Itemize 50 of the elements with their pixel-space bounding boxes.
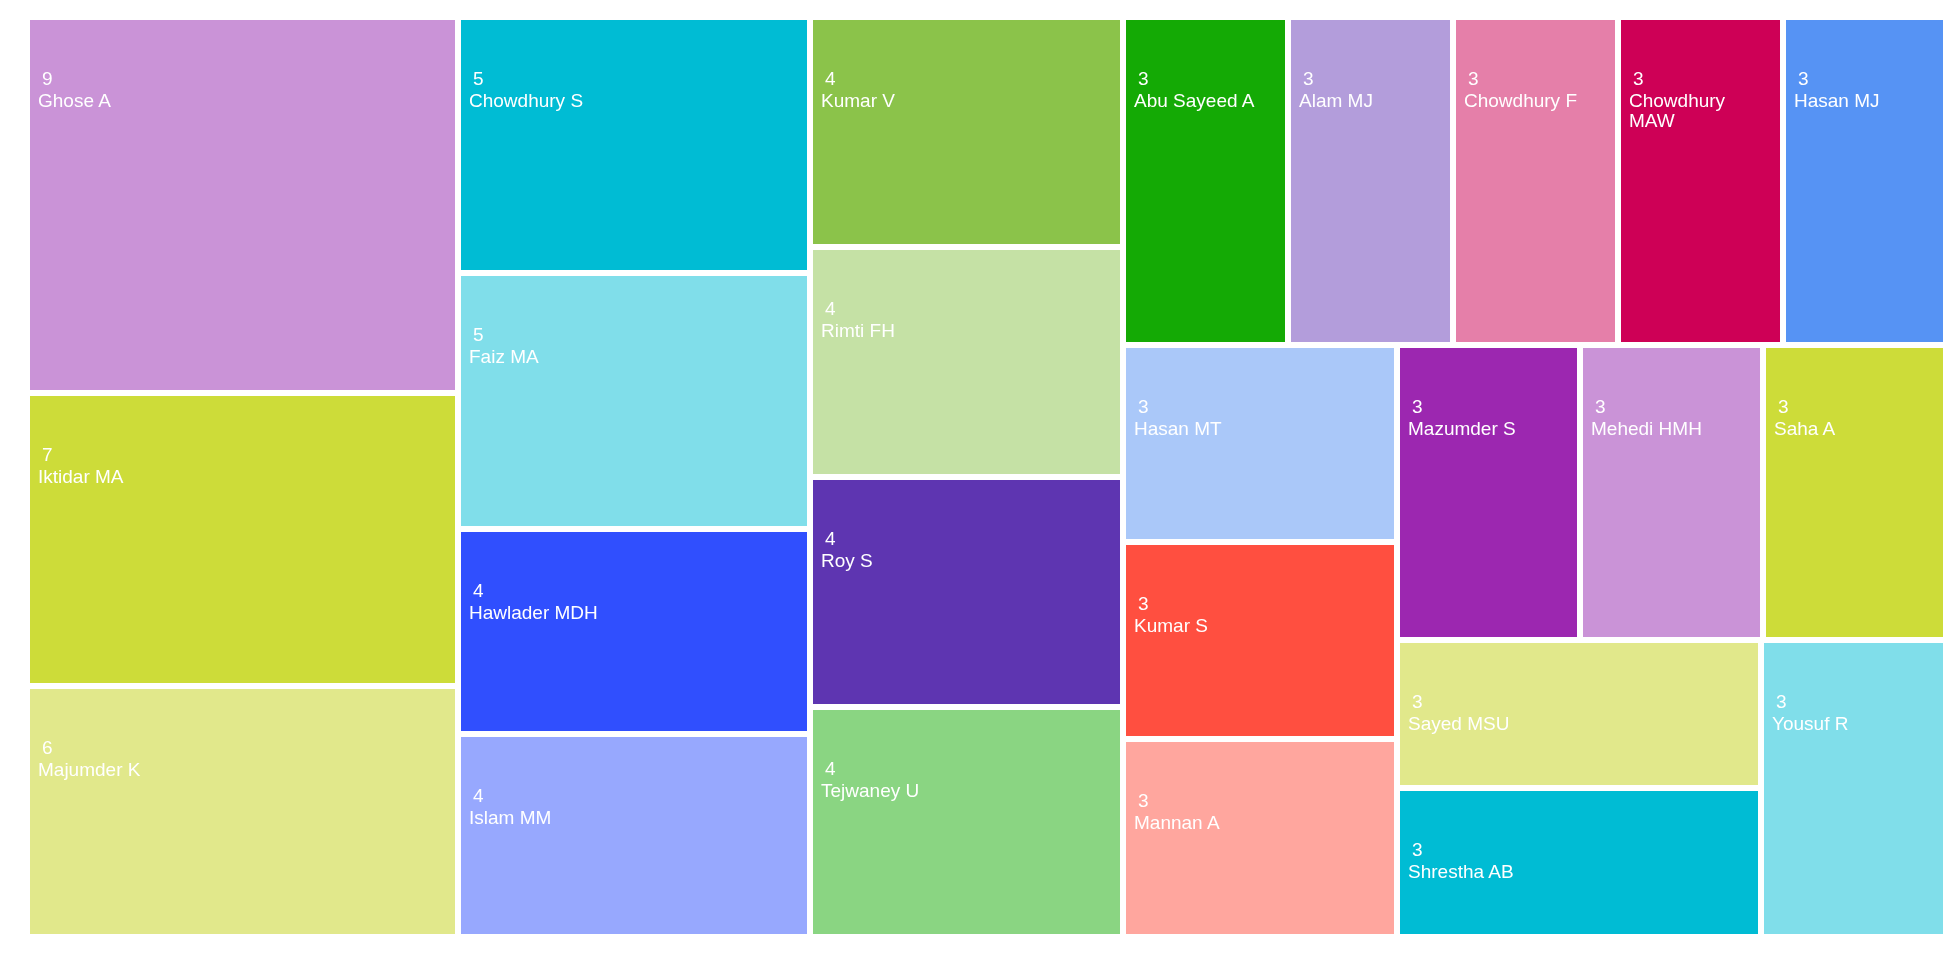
category-label: Mehedi HMH bbox=[1591, 418, 1702, 439]
category-label: Kumar S bbox=[1134, 615, 1208, 636]
data-label: 3 bbox=[1412, 396, 1423, 417]
data-label: 3 bbox=[1798, 68, 1809, 89]
category-label: Chowdhury S bbox=[469, 90, 584, 111]
category-label: Mannan A bbox=[1134, 812, 1220, 833]
data-label: 4 bbox=[473, 580, 484, 601]
data-label: 4 bbox=[473, 785, 484, 806]
data-label: 4 bbox=[825, 528, 836, 549]
category-label: Saha A bbox=[1774, 418, 1836, 439]
data-label: 3 bbox=[1595, 396, 1606, 417]
category-label: Tejwaney U bbox=[821, 780, 920, 801]
data-label: 3 bbox=[1468, 68, 1479, 89]
category-label: Shrestha AB bbox=[1408, 861, 1514, 882]
category-label: Hasan MJ bbox=[1794, 90, 1880, 111]
category-label: Abu Sayeed A bbox=[1134, 90, 1255, 111]
data-label: 3 bbox=[1412, 691, 1423, 712]
data-label: 7 bbox=[42, 444, 53, 465]
category-label: Hawlader MDH bbox=[469, 602, 598, 623]
data-label: 5 bbox=[473, 68, 484, 89]
data-label: 6 bbox=[42, 737, 53, 758]
category-label: Roy S bbox=[821, 550, 873, 571]
category-label: Rimti FH bbox=[821, 320, 895, 341]
category-label: Yousuf R bbox=[1772, 713, 1849, 734]
category-label: Chowdhury F bbox=[1464, 90, 1577, 111]
data-label: 3 bbox=[1138, 68, 1149, 89]
category-label: Kumar V bbox=[821, 90, 896, 111]
data-label: 5 bbox=[473, 324, 484, 345]
category-label: Alam MJ bbox=[1299, 90, 1373, 111]
category-label: Islam MM bbox=[469, 807, 552, 828]
data-label: 4 bbox=[825, 68, 836, 89]
category-label: Faiz MA bbox=[469, 346, 539, 367]
category-label: Chowdhury MAW bbox=[1629, 90, 1726, 131]
data-label: 3 bbox=[1633, 68, 1644, 89]
category-label: Mazumder S bbox=[1408, 418, 1516, 439]
data-label: 3 bbox=[1412, 839, 1423, 860]
category-label: Sayed MSU bbox=[1408, 713, 1510, 734]
category-label: Iktidar MA bbox=[38, 466, 124, 487]
data-label: 3 bbox=[1138, 396, 1149, 417]
data-label: 3 bbox=[1138, 790, 1149, 811]
category-label: Hasan MT bbox=[1134, 418, 1223, 439]
category-label: Ghose A bbox=[38, 90, 112, 111]
data-label: 4 bbox=[825, 298, 836, 319]
data-label: 9 bbox=[42, 68, 53, 89]
category-label: Majumder K bbox=[38, 759, 141, 780]
data-label: 4 bbox=[825, 758, 836, 779]
data-label: 3 bbox=[1778, 396, 1789, 417]
data-label: 3 bbox=[1138, 593, 1149, 614]
data-label: 3 bbox=[1776, 691, 1787, 712]
data-label: 3 bbox=[1303, 68, 1314, 89]
